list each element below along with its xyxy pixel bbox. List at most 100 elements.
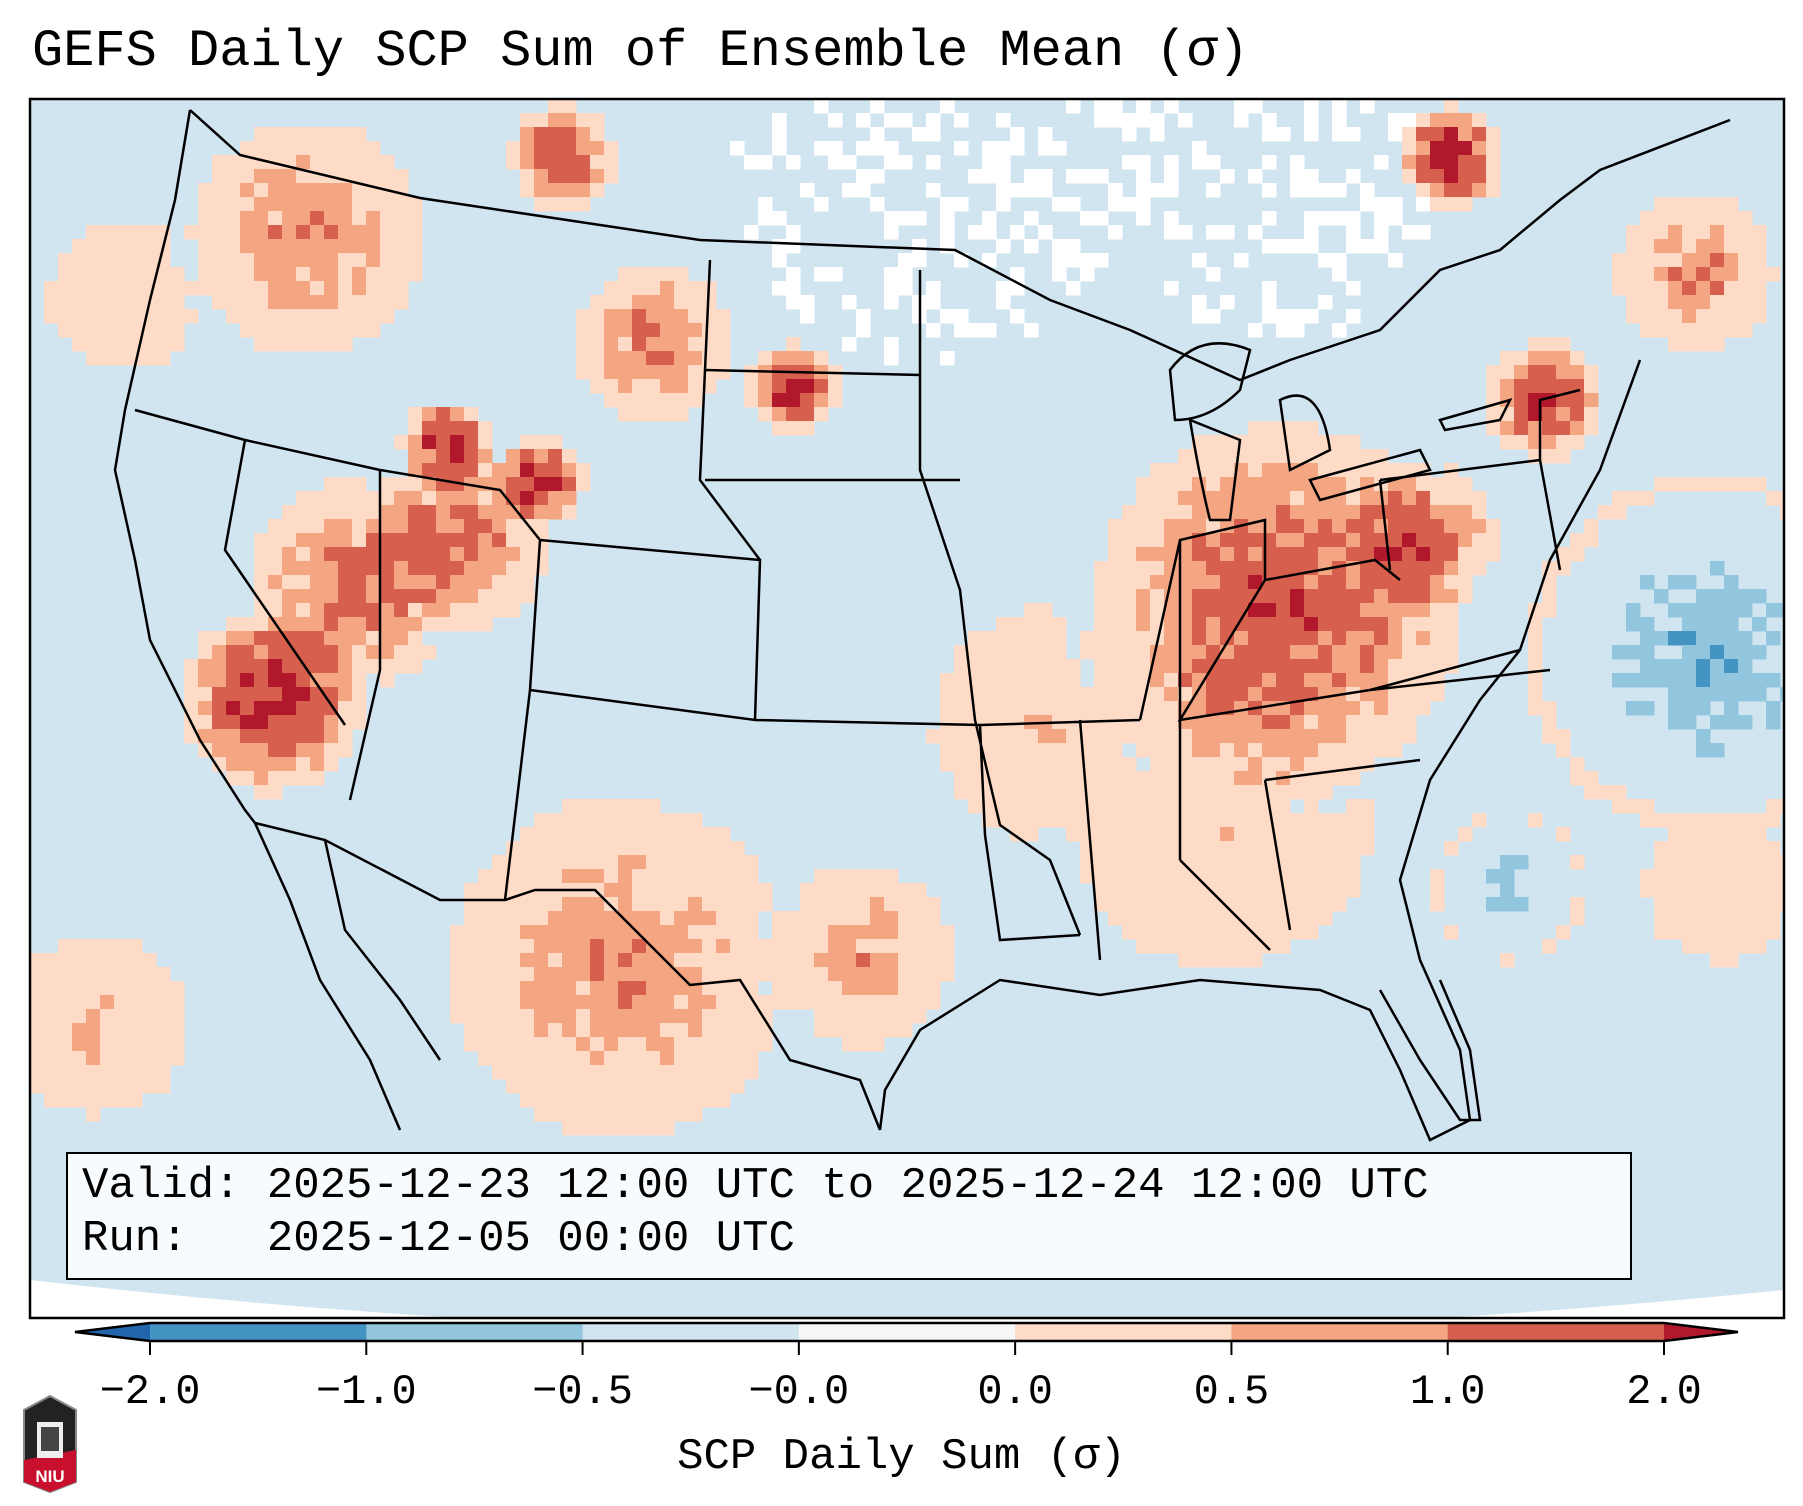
field-cell bbox=[324, 561, 339, 576]
field-cell bbox=[86, 267, 101, 282]
field-cell bbox=[1122, 645, 1137, 660]
field-cell bbox=[954, 673, 969, 688]
field-cell bbox=[1318, 869, 1333, 884]
field-cell bbox=[618, 1079, 633, 1094]
field-cell bbox=[282, 253, 297, 268]
field-cell bbox=[380, 631, 395, 646]
field-cell bbox=[100, 295, 115, 310]
field-cell bbox=[1346, 533, 1361, 548]
field-cell bbox=[870, 869, 885, 884]
field-cell bbox=[1724, 939, 1739, 954]
field-cell bbox=[688, 995, 703, 1010]
field-cell bbox=[744, 855, 759, 870]
field-cell bbox=[1276, 687, 1291, 702]
field-cell bbox=[1626, 673, 1641, 688]
field-cell bbox=[618, 407, 633, 422]
field-cell bbox=[492, 547, 507, 562]
field-cell bbox=[870, 939, 885, 954]
field-cell bbox=[1752, 827, 1767, 842]
field-cell bbox=[1192, 855, 1207, 870]
field-cell bbox=[1262, 659, 1277, 674]
field-cell bbox=[674, 1023, 689, 1038]
field-cell bbox=[828, 967, 843, 982]
field-cell bbox=[996, 785, 1011, 800]
field-cell bbox=[1360, 561, 1375, 576]
field-cell bbox=[744, 883, 759, 898]
field-cell bbox=[338, 183, 353, 198]
field-cell bbox=[478, 533, 493, 548]
field-cell bbox=[548, 505, 563, 520]
field-cell bbox=[86, 1065, 101, 1080]
field-cell bbox=[478, 1023, 493, 1038]
field-cell bbox=[1122, 883, 1137, 898]
field-cell bbox=[996, 771, 1011, 786]
field-cell bbox=[744, 1023, 759, 1038]
field-cell bbox=[1248, 449, 1263, 464]
field-cell bbox=[1682, 323, 1697, 338]
field-cell bbox=[1038, 141, 1053, 156]
field-cell bbox=[338, 477, 353, 492]
field-cell bbox=[1094, 589, 1109, 604]
field-cell bbox=[1304, 785, 1319, 800]
field-cell bbox=[1374, 673, 1389, 688]
field-cell bbox=[786, 239, 801, 254]
field-cell bbox=[184, 309, 199, 324]
field-cell bbox=[814, 267, 829, 282]
field-cell bbox=[632, 1107, 647, 1122]
field-cell bbox=[1486, 183, 1501, 198]
field-cell bbox=[646, 855, 661, 870]
field-cell bbox=[1276, 729, 1291, 744]
field-cell bbox=[86, 1093, 101, 1108]
field-cell bbox=[1178, 673, 1193, 688]
field-cell bbox=[254, 183, 269, 198]
great-lakes bbox=[1168, 342, 1513, 522]
field-cell bbox=[324, 183, 339, 198]
field-cell bbox=[1752, 295, 1767, 310]
field-cell bbox=[590, 841, 605, 856]
field-cell bbox=[1766, 869, 1781, 884]
field-cell bbox=[240, 295, 255, 310]
field-cell bbox=[1080, 645, 1095, 660]
field-cell bbox=[478, 953, 493, 968]
field-cell bbox=[1458, 197, 1473, 212]
field-cell bbox=[1416, 183, 1431, 198]
field-cell bbox=[548, 1023, 563, 1038]
field-cell bbox=[1738, 267, 1753, 282]
field-cell bbox=[338, 127, 353, 142]
field-cell bbox=[1164, 939, 1179, 954]
field-cell bbox=[1234, 785, 1249, 800]
field-cell bbox=[1500, 953, 1515, 968]
field-cell bbox=[338, 337, 353, 352]
field-cell bbox=[1248, 463, 1263, 478]
field-cell bbox=[1262, 673, 1277, 688]
field-cell bbox=[296, 491, 311, 506]
field-cell bbox=[548, 1051, 563, 1066]
field-cell bbox=[1122, 533, 1137, 548]
field-cell bbox=[1094, 771, 1109, 786]
field-cell bbox=[1444, 603, 1459, 618]
field-cell bbox=[786, 379, 801, 394]
field-cell bbox=[520, 1037, 535, 1052]
field-cell bbox=[660, 407, 675, 422]
field-cell bbox=[1290, 155, 1305, 170]
field-cell bbox=[884, 967, 899, 982]
field-cell bbox=[562, 1065, 577, 1080]
field-cell bbox=[1094, 99, 1109, 114]
field-cell bbox=[1654, 855, 1669, 870]
field-cell bbox=[254, 631, 269, 646]
field-cell bbox=[1276, 645, 1291, 660]
field-cell bbox=[1318, 855, 1333, 870]
field-cell bbox=[1458, 127, 1473, 142]
field-cell bbox=[1514, 351, 1529, 366]
field-cell bbox=[968, 701, 983, 716]
field-cell bbox=[1122, 673, 1137, 688]
field-cell bbox=[1332, 701, 1347, 716]
field-cell bbox=[1640, 659, 1655, 674]
field-cell bbox=[1108, 617, 1123, 632]
field-cell bbox=[464, 519, 479, 534]
field-cell bbox=[1136, 939, 1151, 954]
field-cell bbox=[212, 295, 227, 310]
field-cell bbox=[954, 197, 969, 212]
field-cell bbox=[996, 183, 1011, 198]
field-cell bbox=[1654, 897, 1669, 912]
